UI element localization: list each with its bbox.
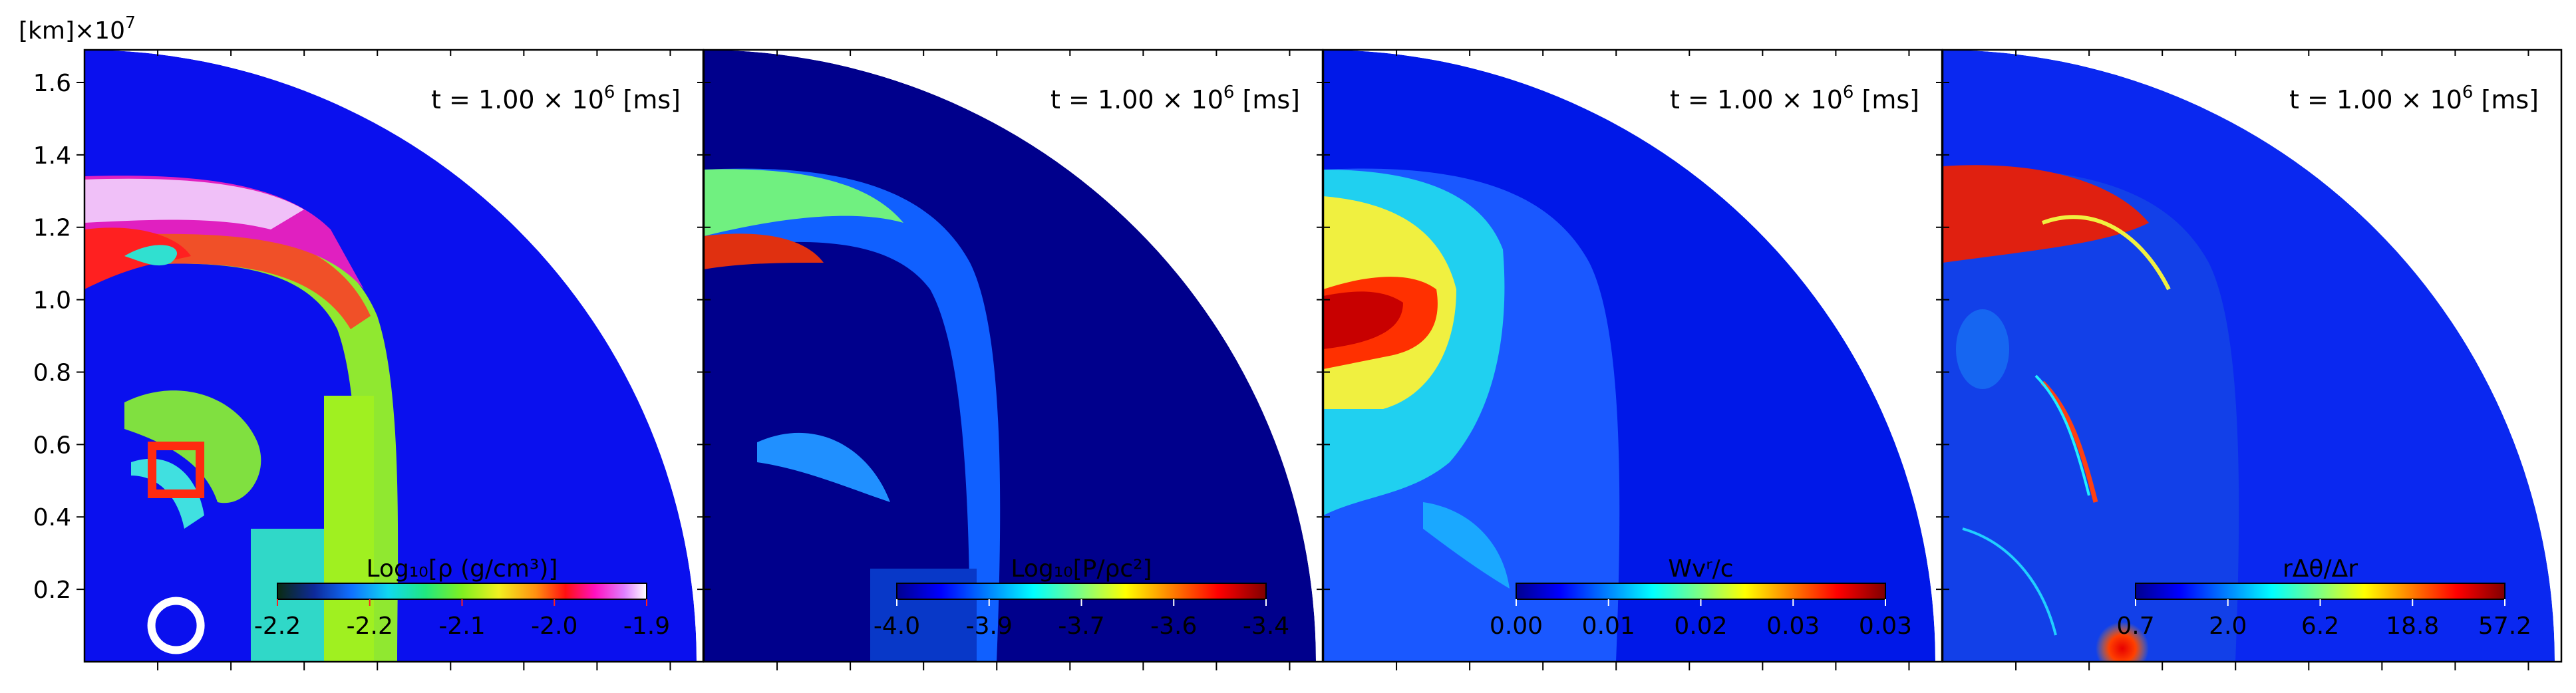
panel-4-frame (1941, 49, 2563, 663)
panels: t = 1.00 × 106 [ms]Log₁₀[ρ (g/cm³)]-2.2-… (83, 49, 2563, 670)
y-tick-label-7: 1.4 (33, 142, 71, 170)
time-label-exp: 6 (2462, 82, 2474, 102)
y-tick-label-5: 1.0 (33, 287, 71, 315)
y-axis: [km]×107 0.2 0.4 0.6 0.8 1.0 1.2 1.4 1.6 (19, 13, 1949, 604)
panel-1-colorbar-tick-label-1: -2.2 (254, 613, 301, 640)
highlight-circle-marker (147, 597, 205, 654)
panel-2-colorbar-tick-label-4: -3.6 (1150, 613, 1197, 640)
highlight-square-marker (148, 441, 205, 498)
panel-2-colorbar-tick-label-2: -3.9 (966, 613, 1013, 640)
time-label-base: t = 1.00 × 10 (2289, 85, 2462, 114)
time-label-unit: [ms] (1853, 85, 1919, 114)
panel-3-colorbar (1516, 583, 1886, 600)
time-label-unit: [ms] (2473, 85, 2539, 114)
time-label-unit: [ms] (1234, 85, 1300, 114)
panel-3-colorbar-label: Wvʳ/c (1668, 555, 1733, 583)
panel-1-colorbar-tick-label-3: -2.1 (438, 613, 485, 640)
panel-3-field (1323, 50, 1935, 662)
time-label-unit: [ms] (615, 85, 681, 114)
panel-4-colorbar-label: rΔθ/Δr (2283, 555, 2358, 583)
panel-2-colorbar-tick-label-5: -3.4 (1243, 613, 1289, 640)
time-label-base: t = 1.00 × 10 (431, 85, 604, 114)
panel-4-colorbar-tick-label-3: 6.2 (2301, 613, 2339, 640)
y-tick-label-6: 1.2 (33, 215, 71, 242)
panel-4-time-label: t = 1.00 × 106 [ms] (2289, 82, 2539, 114)
panel-3-colorbar-tick-label-1: 0.00 (1490, 613, 1543, 640)
y-tick-label-8: 1.6 (33, 70, 71, 97)
panel-2-colorbar (896, 583, 1267, 600)
panel-4-colorbar-tick-label-2: 2.0 (2209, 613, 2247, 640)
panel-4-field (1943, 50, 2555, 662)
panel-4-colorbar-tick-label-5: 57.2 (2478, 613, 2531, 640)
panel-3-colorbar-tick-label-5: 0.03 (1859, 613, 1912, 640)
time-label-base: t = 1.00 × 10 (1670, 85, 1843, 114)
panel-3-colorbar-tick-label-3: 0.02 (1674, 613, 1727, 640)
panel-4-fluid (1943, 50, 2555, 662)
panel-2-time-label: t = 1.00 × 106 [ms] (1050, 82, 1300, 114)
y-tick-label-1: 0.2 (33, 577, 71, 604)
panel-1-field (84, 50, 697, 662)
panel-4-colorbar (2135, 583, 2505, 600)
time-label-exp: 6 (1843, 82, 1854, 102)
panel-4-colorbar-tick-label-1: 0.7 (2116, 613, 2154, 640)
panel-2-fluid (704, 50, 1316, 662)
panel-1-time-label: t = 1.00 × 106 [ms] (431, 82, 681, 114)
panel-2-colorbar-label: Log₁₀[P/ρc²] (1011, 555, 1152, 583)
panel-1-colorbar-label: Log₁₀[ρ (g/cm³)] (367, 555, 558, 583)
panel-1-colorbar-tick-label-5: -1.9 (623, 613, 670, 640)
panel-1-colorbar (277, 583, 647, 600)
panel-1-fluid (84, 50, 697, 662)
panel-3-time-label: t = 1.00 × 106 [ms] (1670, 82, 1919, 114)
panel-2-colorbar-tick-label-3: -3.7 (1058, 613, 1104, 640)
time-label-base: t = 1.00 × 10 (1050, 85, 1223, 114)
y-axis-unit-label: [km]×107 (19, 13, 136, 45)
y-tick-label-3: 0.6 (33, 432, 71, 459)
panel-4-colorbar-tick-label-4: 18.8 (2386, 613, 2439, 640)
panel-3-colorbar-tick-label-4: 0.03 (1766, 613, 1820, 640)
time-label-exp: 6 (1223, 82, 1235, 102)
panel-2-field (704, 50, 1316, 662)
panel-3-fluid (1323, 50, 1935, 662)
y-tick-label-2: 0.4 (33, 504, 71, 531)
panel-2-colorbar-tick-label-1: -4.0 (874, 613, 920, 640)
panel-3-colorbar-tick-label-2: 0.01 (1582, 613, 1635, 640)
panel-1-colorbar-tick-label-2: -2.2 (347, 613, 393, 640)
time-label-exp: 6 (604, 82, 615, 102)
y-tick-label-4: 0.8 (33, 359, 71, 386)
panel-1-colorbar-tick-label-4: -2.0 (531, 613, 577, 640)
